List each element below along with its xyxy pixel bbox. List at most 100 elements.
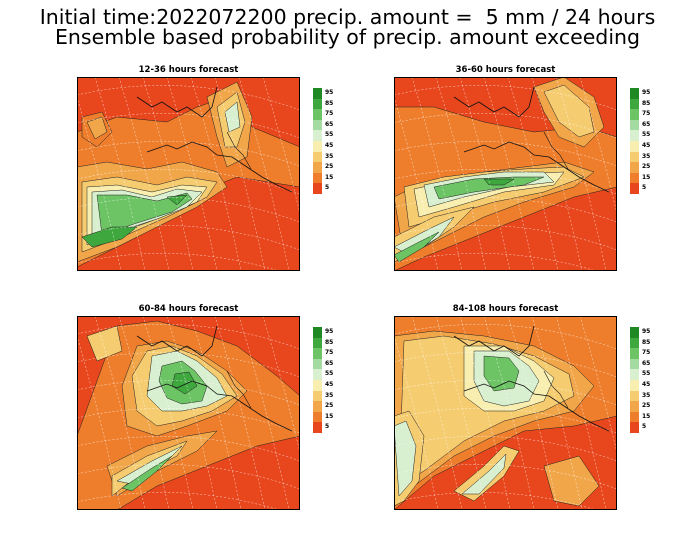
colorbar-label: 65 <box>325 120 334 128</box>
graticule-line <box>77 335 122 510</box>
graticule-line <box>77 380 300 406</box>
colorbar-swatch <box>630 369 639 380</box>
graticule-line <box>77 197 300 223</box>
probability-contour <box>86 325 123 362</box>
colorbar-swatch <box>313 151 322 163</box>
colorbar-label: 45 <box>642 141 651 149</box>
graticule-line <box>435 77 487 271</box>
colorbar-swatch <box>313 172 322 184</box>
colorbar-swatch <box>313 337 322 349</box>
colorbar-label: 85 <box>642 99 651 107</box>
colorbar-swatch <box>313 98 322 110</box>
colorbar-label: 95 <box>325 328 334 335</box>
figure-title-line2: Ensemble based probability of precip. am… <box>54 25 641 49</box>
graticule-line <box>394 492 597 510</box>
panel-36-60: 36-60 hours forecast 95 85 75 65 55 45 35 25 15 5 <box>394 65 694 295</box>
graticule-line <box>262 316 300 454</box>
probability-contour <box>543 84 595 138</box>
graticule-line <box>459 77 511 271</box>
graticule-line <box>531 316 583 510</box>
colorbar-label: 5 <box>642 423 647 431</box>
graticule-line <box>394 335 439 510</box>
graticule-line <box>94 77 146 271</box>
colorbar-label: 35 <box>642 391 651 399</box>
colorbar-swatch <box>313 119 322 131</box>
graticule-line <box>394 197 617 223</box>
graticule-line <box>394 96 439 271</box>
graticule-line <box>579 77 617 215</box>
colorbar-label: 85 <box>325 99 334 107</box>
colorbar-swatch <box>630 358 639 370</box>
colorbar-swatch <box>313 88 322 99</box>
graticule-line <box>411 316 463 510</box>
graticule-line <box>394 352 617 378</box>
probability-contour <box>171 371 198 395</box>
colorbar-swatch <box>313 369 322 380</box>
colorbar-label: 55 <box>642 131 651 139</box>
probability-map <box>394 77 617 271</box>
coastline <box>543 370 569 409</box>
colorbar-label: 15 <box>325 173 334 181</box>
colorbar-label: 65 <box>325 359 334 367</box>
colorbar-labels: 95 85 75 65 55 45 35 25 15 5 <box>642 88 650 194</box>
graticule-line <box>77 96 122 271</box>
graticule-line <box>77 141 300 167</box>
graticule-line <box>94 316 146 510</box>
coastline <box>146 380 293 432</box>
graticule-line <box>238 316 290 510</box>
probability-contour <box>166 194 188 206</box>
colorbar-label: 75 <box>642 110 651 118</box>
colorbar-swatch <box>630 390 639 402</box>
figure-title-line1: Initial time:2022072200 precip. amount =… <box>39 5 656 29</box>
colorbar-swatch <box>630 411 639 423</box>
colorbar-label: 55 <box>325 131 334 139</box>
colorbar-label: 85 <box>325 338 334 346</box>
coastline <box>453 86 535 118</box>
graticule-line <box>394 113 617 139</box>
colorbar-label: 25 <box>325 402 334 410</box>
coastline <box>136 325 218 357</box>
graticule-line <box>394 324 617 350</box>
graticule-line <box>118 316 170 510</box>
graticule-line <box>579 316 617 454</box>
colorbar-swatch <box>313 348 322 359</box>
colorbar-swatch <box>630 337 639 349</box>
colorbar-label: 5 <box>325 184 330 192</box>
colorbar <box>630 327 639 433</box>
probability-map <box>77 77 300 271</box>
coastline <box>226 370 252 409</box>
colorbar-swatch <box>313 183 322 194</box>
graticule-line <box>166 77 218 271</box>
probability-contour <box>394 231 440 263</box>
graticule-line <box>190 77 242 271</box>
graticule-line <box>238 77 290 271</box>
graticule-line <box>394 464 617 490</box>
colorbar-swatch <box>313 422 322 433</box>
colorbar-swatch <box>630 327 639 338</box>
panel-title: 36-60 hours forecast <box>455 65 556 75</box>
colorbar-swatch <box>313 411 322 423</box>
graticule-line <box>483 77 535 271</box>
graticule-line <box>394 380 617 406</box>
graticule-line <box>214 316 266 510</box>
colorbar-label: 95 <box>325 89 334 96</box>
colorbar-swatch <box>630 422 639 433</box>
colorbar-swatch <box>313 390 322 402</box>
colorbar-swatch <box>313 379 322 391</box>
colorbar-label: 95 <box>642 328 651 335</box>
colorbar-swatch <box>630 130 639 141</box>
probability-contour <box>121 455 173 492</box>
panel-84-108: 84-108 hours forecast 95 85 75 65 55 45 35 25 15… <box>394 304 694 534</box>
graticule-line <box>394 141 617 167</box>
colorbar-label: 35 <box>642 152 651 160</box>
colorbar-label: 15 <box>642 412 651 420</box>
probability-contour <box>81 226 138 248</box>
map-frame <box>77 316 300 510</box>
graticule-line <box>77 113 300 139</box>
graticule-line <box>394 85 617 111</box>
graticule-line <box>394 169 617 195</box>
graticule-line <box>77 464 300 490</box>
colorbar-swatch <box>313 162 322 173</box>
colorbar-swatch <box>630 98 639 110</box>
colorbar-swatch <box>630 348 639 359</box>
